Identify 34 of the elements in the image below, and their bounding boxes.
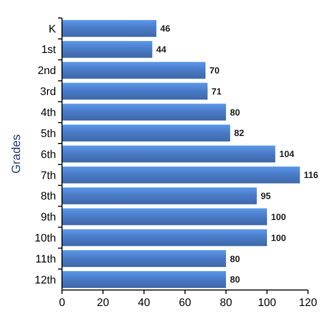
data-label: 46 — [160, 24, 170, 34]
y-tick-label: 11th — [35, 253, 56, 266]
data-label: 104 — [279, 149, 294, 160]
y-tick-label: 6th — [40, 148, 56, 161]
y-tick-label: 7th — [40, 170, 56, 182]
y-tick-label: 5th — [40, 128, 56, 140]
y-tick-label: 3rd — [40, 86, 56, 98]
data-label: 80 — [230, 107, 240, 118]
y-tick-label: 12th — [34, 274, 56, 286]
y-tick-label: K — [48, 23, 57, 36]
data-label: 100 — [271, 232, 286, 243]
data-label: 116 — [304, 170, 318, 180]
x-tick-label: 0 — [58, 297, 66, 309]
x-tick-label: 120 — [298, 297, 318, 309]
data-label: 71 — [212, 86, 222, 96]
y-axis-title: Grades — [9, 134, 23, 174]
data-label: 44 — [156, 44, 166, 55]
data-label: 82 — [234, 128, 244, 138]
y-tick-label: 8th — [40, 190, 56, 203]
data-label: 70 — [210, 65, 220, 76]
data-label: 80 — [230, 274, 240, 285]
y-tick-label: 4th — [40, 107, 56, 120]
x-tick-label: 80 — [220, 297, 232, 309]
y-tick-label: 9th — [40, 212, 56, 224]
x-tick-label: 60 — [178, 297, 192, 309]
y-tick-label: 10th — [34, 232, 56, 245]
x-tick-label: 100 — [258, 297, 276, 309]
data-label: 80 — [230, 254, 240, 264]
y-tick-label: 2nd — [38, 65, 56, 78]
data-label: 100 — [271, 212, 286, 222]
data-label: 95 — [260, 190, 271, 201]
y-tick-label: 1st — [41, 44, 56, 56]
x-tick-label: 40 — [138, 297, 150, 309]
x-tick-label: 20 — [96, 297, 110, 309]
